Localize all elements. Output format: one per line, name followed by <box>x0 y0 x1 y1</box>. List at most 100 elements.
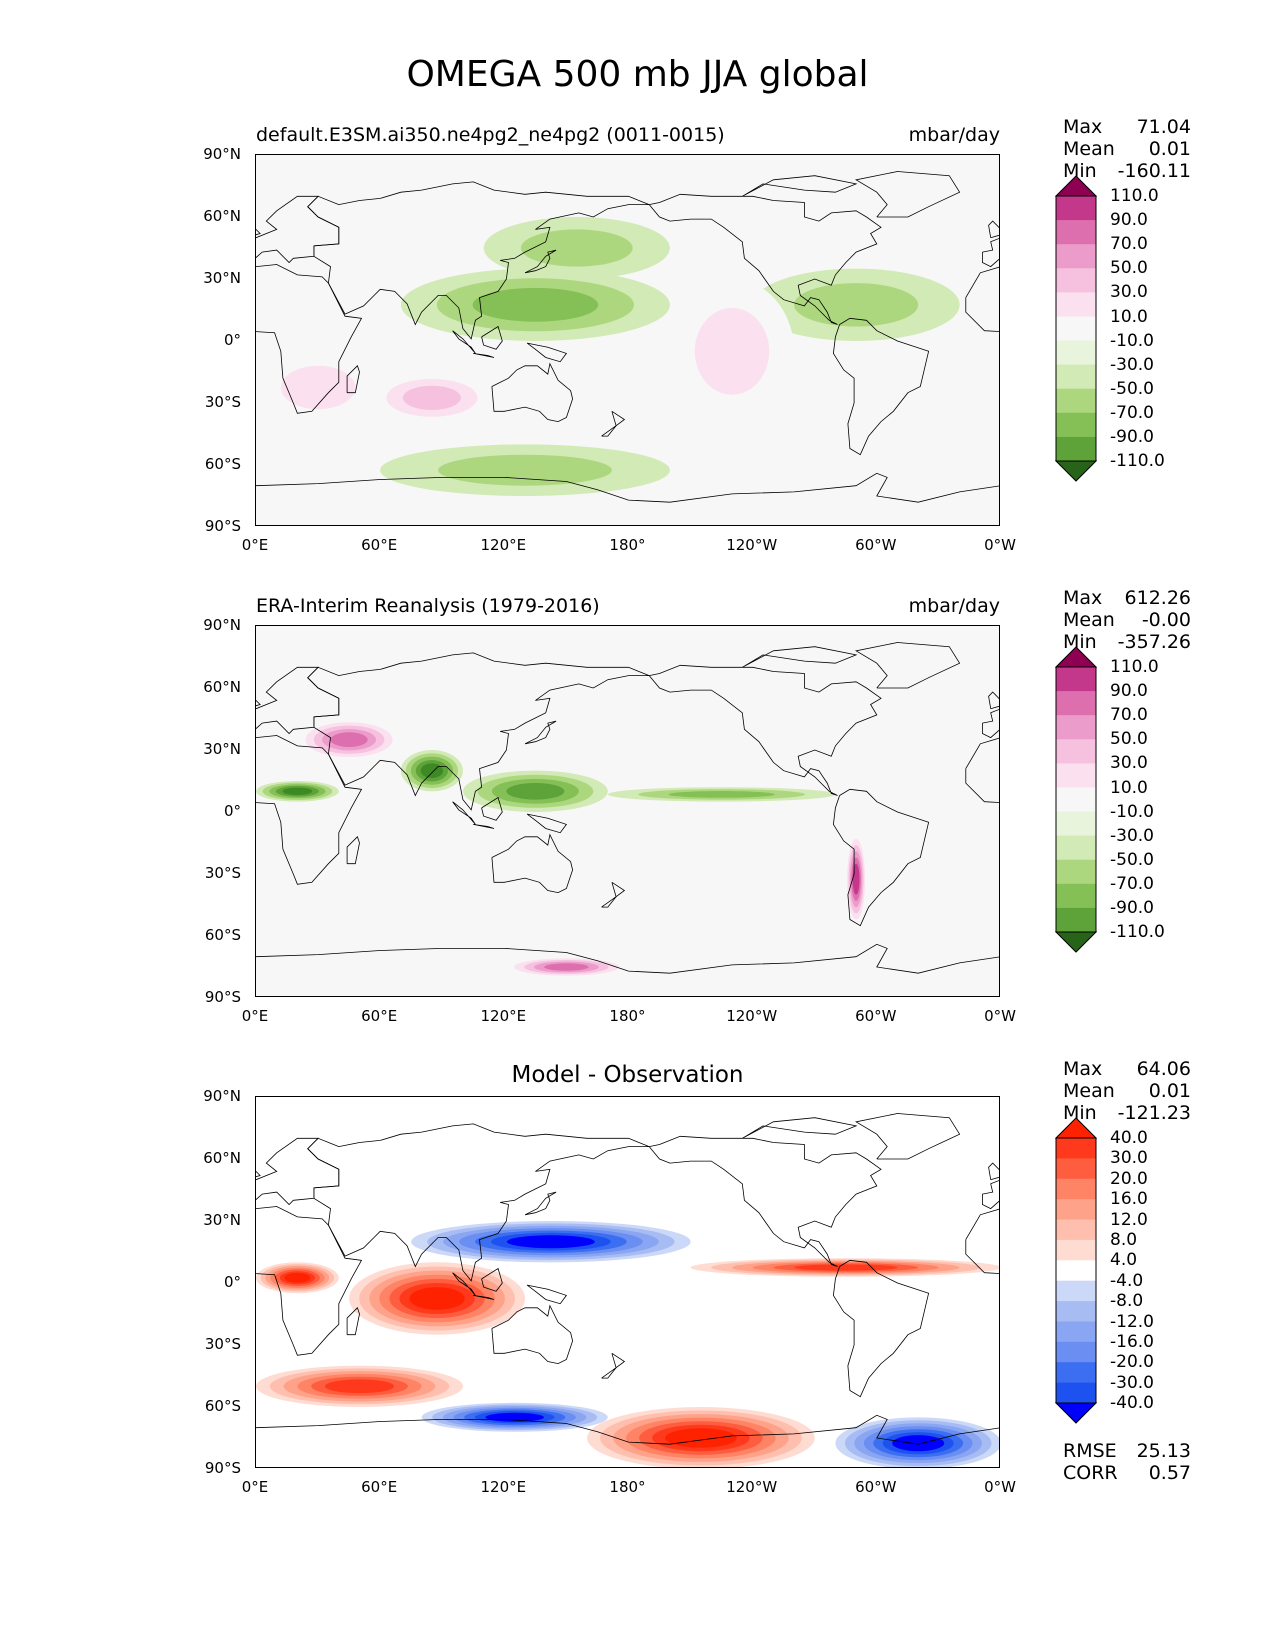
lon-tick-label: 0°W <box>984 536 1016 554</box>
metrics-label: CORR <box>1063 1462 1118 1484</box>
lon-tick-label: 120°W <box>726 1007 778 1025</box>
coast-12 <box>526 813 568 834</box>
coast-4 <box>648 1135 882 1267</box>
coast-3 <box>491 833 574 894</box>
colorbar-bin-0 <box>1056 667 1096 692</box>
lat-tick-label: 90°S <box>204 1459 241 1477</box>
colorbar-tick-label: -30.0 <box>1110 825 1154 846</box>
coast-14 <box>611 881 626 898</box>
colorbar-extend-min <box>1055 1402 1097 1424</box>
coast-5 <box>832 1259 930 1398</box>
coastlines <box>256 642 999 974</box>
lon-tick-label: 0°E <box>241 1478 269 1496</box>
stats-value: 71.04 <box>1136 116 1191 138</box>
stats-label: Max <box>1063 587 1103 609</box>
colorbar-bin-7 <box>1056 364 1096 390</box>
colorbar-extend-max <box>1055 1117 1097 1139</box>
lat-tick-label: 30°S <box>204 393 241 411</box>
lon-tick-label: 60°E <box>361 536 398 554</box>
panel-title-2: Model - Observation <box>511 1062 744 1088</box>
stats-label: Min <box>1063 631 1097 653</box>
contour-2-3 <box>506 783 565 800</box>
colorbar-tick-label: -50.0 <box>1110 849 1154 870</box>
coast-11 <box>481 796 503 821</box>
coast-0 <box>256 735 363 885</box>
metrics-row-corr: CORR 0.57 <box>1063 1462 1191 1484</box>
colorbar-bin-12 <box>1056 1382 1096 1404</box>
colorbar-tick-label: -70.0 <box>1110 873 1154 894</box>
lat-tick-label: 30°N <box>203 740 241 758</box>
colorbar-tick-label: 10.0 <box>1110 777 1148 798</box>
colorbar-tick-label: -16.0 <box>1110 1331 1154 1352</box>
lat-tick-label: 0° <box>223 1273 241 1291</box>
colorbar-tick-label: 110.0 <box>1110 657 1159 677</box>
coast-3 <box>491 1304 574 1365</box>
colorbar-bin-0 <box>1056 196 1096 221</box>
coast-16 <box>256 228 261 236</box>
colorbar-tick-label: 50.0 <box>1110 729 1148 750</box>
coast-11 <box>481 325 503 350</box>
stats-label: Mean <box>1063 138 1115 160</box>
map-0 <box>255 154 1000 526</box>
coast-9 <box>452 330 476 354</box>
coast-6 <box>855 642 961 689</box>
lat-tick-label: 30°S <box>204 1335 241 1353</box>
lon-tick-label: 60°E <box>361 1007 398 1025</box>
contour-1-6 <box>409 1287 465 1310</box>
contour-1-2 <box>472 287 599 322</box>
lon-tick-label: 120°E <box>480 1007 527 1025</box>
lat-tick-label: 30°N <box>203 269 241 287</box>
coast-12 <box>526 342 568 363</box>
colorbar-bin-10 <box>1056 1341 1096 1363</box>
contour-4-5 <box>325 1379 394 1394</box>
colorbar-bin-6 <box>1056 811 1096 837</box>
coast-17 <box>742 646 858 668</box>
colorbar-bin-2 <box>1056 1178 1096 1200</box>
lat-tick-label: 30°S <box>204 864 241 882</box>
colorbar-bin-1 <box>1056 220 1096 245</box>
coast-17 <box>742 175 858 197</box>
stats-label: Min <box>1063 160 1097 182</box>
colorbar-tick-label: -50.0 <box>1110 378 1154 399</box>
coast-17 <box>742 1117 858 1139</box>
colorbar-frame <box>1055 1137 1097 1404</box>
contour-5-6 <box>665 1428 737 1448</box>
colorbar-bin-8 <box>1056 1301 1096 1322</box>
contour-5-1 <box>280 365 356 410</box>
colorbar-frame <box>1055 195 1097 462</box>
lon-tick-label: 60°E <box>361 1478 398 1496</box>
contour-3-5 <box>794 1264 898 1271</box>
stats-label: Max <box>1063 1058 1103 1080</box>
map-field-2 <box>256 1097 999 1467</box>
colorbar-bin-2 <box>1056 715 1096 740</box>
colorbar-extend-max <box>1055 646 1097 668</box>
lon-tick-label: 180° <box>609 1478 646 1496</box>
coast-4 <box>648 664 882 796</box>
colorbar-tick-label: -30.0 <box>1110 354 1154 375</box>
colorbar-bin-0 <box>1056 1138 1096 1159</box>
colorbar-extend-min <box>1055 931 1097 953</box>
colorbar-tick-label: 10.0 <box>1110 306 1148 327</box>
contour-6-1 <box>694 307 770 395</box>
coast-16-wrap <box>988 691 999 710</box>
metrics-row-rmse: RMSE 25.13 <box>1063 1440 1191 1462</box>
colorbar-tick-label: 30.0 <box>1110 282 1148 303</box>
coast-10 <box>473 824 495 829</box>
lon-tick-label: 0°E <box>241 1007 269 1025</box>
panel-title-0: default.E3SM.ai350.ne4pg2_ne4pg2 (0011-0… <box>256 124 725 146</box>
colorbar-tick-label: -90.0 <box>1110 426 1154 447</box>
lon-tick-label: 60°W <box>855 1478 897 1496</box>
stats-value: -357.26 <box>1117 631 1191 653</box>
coast-13 <box>346 836 360 865</box>
contour-7-1 <box>438 454 612 486</box>
contour-3-2 <box>668 791 775 798</box>
coast-16-wrap <box>988 220 999 239</box>
stats-value: -160.11 <box>1117 160 1191 182</box>
lon-tick-label: 120°W <box>726 536 778 554</box>
stats-row-mean: Mean 0.01 <box>1063 138 1191 160</box>
colorbar-tick-label: -70.0 <box>1110 402 1154 423</box>
colorbar-bin-8 <box>1056 388 1096 414</box>
coast-15 <box>601 896 617 908</box>
lon-tick-label: 60°W <box>855 1007 897 1025</box>
colorbar-bin-6 <box>1056 1260 1096 1282</box>
